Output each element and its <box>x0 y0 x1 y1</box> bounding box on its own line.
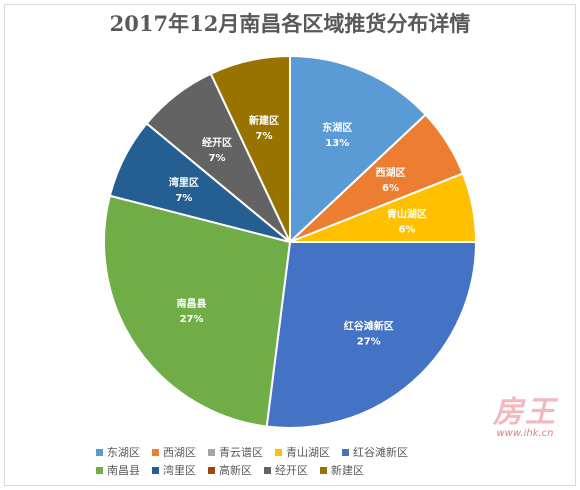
legend-label: 湾里区 <box>163 464 196 477</box>
legend-item: 新建区 <box>320 462 364 478</box>
slice-name-label: 南昌县 <box>177 297 207 310</box>
chart-legend: 东湖区 西湖区 青云谱区 青山湖区 红谷滩新区南昌县 湾里区 高新区 经开区 新建区 <box>96 443 506 479</box>
slice-percent-label: 7% <box>175 193 192 204</box>
slice-name-label: 经开区 <box>202 136 232 149</box>
slice-percent-label: 6% <box>398 225 415 236</box>
legend-label: 青云谱区 <box>219 446 263 459</box>
slice-percent-label: 27% <box>357 336 381 347</box>
watermark: 房王 www.ihk.cn <box>470 395 580 440</box>
slice-name-label: 红谷滩新区 <box>344 319 394 332</box>
legend-item: 东湖区 <box>96 444 140 460</box>
legend-item: 青山湖区 <box>275 444 330 460</box>
legend-item: 南昌县 <box>96 462 140 478</box>
slice-name-label: 青山湖区 <box>387 208 427 221</box>
slice-name-label: 东湖区 <box>322 121 352 134</box>
legend-label: 青山湖区 <box>286 446 330 459</box>
legend-item: 青云谱区 <box>208 444 263 460</box>
legend-label: 南昌县 <box>107 464 140 477</box>
pie-slice-4 <box>265 241 478 429</box>
legend-label: 东湖区 <box>107 446 140 459</box>
legend-item: 高新区 <box>208 462 252 478</box>
pie-slice-9 <box>209 54 291 243</box>
pie-slice-0 <box>289 54 428 245</box>
legend-label: 高新区 <box>219 464 252 477</box>
legend-swatch <box>152 448 159 456</box>
slice-name-label: 西湖区 <box>376 166 406 179</box>
legend-swatch <box>320 466 327 474</box>
slice-name-label: 湾里区 <box>169 176 199 189</box>
slice-name-label: 新建区 <box>249 114 279 127</box>
legend-swatch <box>96 448 103 456</box>
legend-swatch <box>208 448 215 456</box>
legend-item: 西湖区 <box>152 444 196 460</box>
legend-swatch <box>275 448 282 456</box>
legend-swatch <box>264 466 271 474</box>
legend-swatch <box>342 448 349 456</box>
pie-slice-5 <box>103 194 292 428</box>
legend-row: 南昌县 湾里区 高新区 经开区 新建区 <box>96 461 506 479</box>
chart-title: 2017年12月南昌各区域推货分布详情 <box>109 11 471 36</box>
legend-swatch <box>96 466 103 474</box>
legend-label: 新建区 <box>331 464 364 477</box>
slice-percent-label: 27% <box>180 314 204 325</box>
slice-percent-label: 6% <box>382 183 399 194</box>
slice-percent-label: 7% <box>209 153 226 164</box>
legend-item: 湾里区 <box>152 462 196 478</box>
watermark-logo: 房王 <box>493 395 557 430</box>
legend-swatch <box>208 466 215 474</box>
slice-percent-label: 7% <box>256 131 273 142</box>
slice-percent-label: 13% <box>325 138 349 149</box>
legend-label: 西湖区 <box>163 446 196 459</box>
legend-item: 经开区 <box>264 462 308 478</box>
watermark-url: www.ihk.cn <box>496 428 554 439</box>
legend-label: 红谷滩新区 <box>353 446 408 459</box>
legend-swatch <box>152 466 159 474</box>
legend-item: 红谷滩新区 <box>342 444 408 460</box>
legend-label: 经开区 <box>275 464 308 477</box>
legend-row: 东湖区 西湖区 青云谱区 青山湖区 红谷滩新区 <box>96 443 506 461</box>
